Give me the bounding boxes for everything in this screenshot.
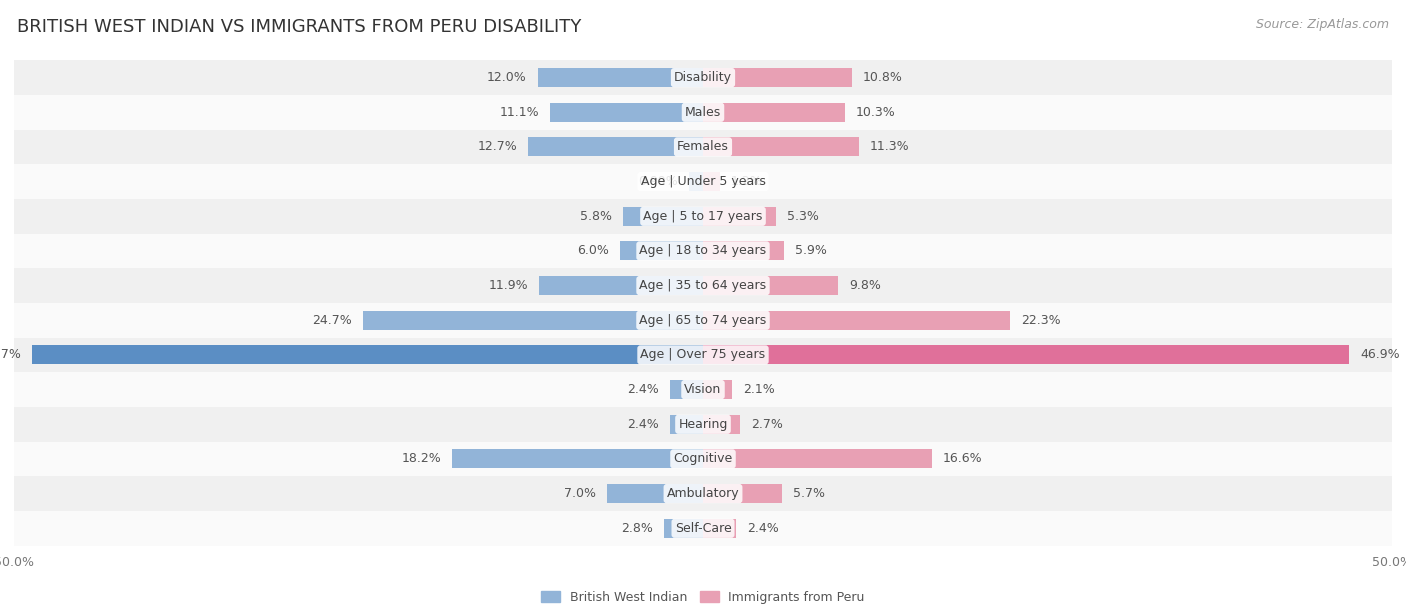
Bar	[703, 449, 932, 468]
Text: 46.9%: 46.9%	[1360, 348, 1400, 362]
Bar	[14, 303, 1392, 338]
Bar	[669, 380, 703, 399]
Text: Cognitive: Cognitive	[673, 452, 733, 466]
Bar	[703, 241, 785, 261]
Text: Source: ZipAtlas.com: Source: ZipAtlas.com	[1256, 18, 1389, 31]
Legend: British West Indian, Immigrants from Peru: British West Indian, Immigrants from Per…	[536, 586, 870, 609]
Text: Age | Under 5 years: Age | Under 5 years	[641, 175, 765, 188]
Bar	[703, 484, 782, 503]
Bar	[14, 407, 1392, 442]
Text: 11.3%: 11.3%	[870, 140, 910, 154]
Bar	[703, 276, 838, 295]
Text: Self-Care: Self-Care	[675, 522, 731, 535]
Text: 48.7%: 48.7%	[0, 348, 21, 362]
Text: 2.4%: 2.4%	[747, 522, 779, 535]
Bar	[620, 241, 703, 261]
Bar	[32, 345, 703, 365]
Text: 5.7%: 5.7%	[793, 487, 824, 500]
Bar	[453, 449, 703, 468]
Bar	[14, 338, 1392, 372]
Bar	[703, 103, 845, 122]
Text: 5.3%: 5.3%	[787, 210, 818, 223]
Text: 5.8%: 5.8%	[581, 210, 612, 223]
Bar	[606, 484, 703, 503]
Bar	[623, 207, 703, 226]
Bar	[703, 380, 733, 399]
Text: BRITISH WEST INDIAN VS IMMIGRANTS FROM PERU DISABILITY: BRITISH WEST INDIAN VS IMMIGRANTS FROM P…	[17, 18, 581, 36]
Bar	[14, 130, 1392, 164]
Text: Age | Over 75 years: Age | Over 75 years	[641, 348, 765, 362]
Text: 2.8%: 2.8%	[621, 522, 654, 535]
Text: 0.99%: 0.99%	[638, 175, 678, 188]
Bar	[14, 164, 1392, 199]
Text: 2.1%: 2.1%	[742, 383, 775, 396]
Text: Males: Males	[685, 106, 721, 119]
Text: Ambulatory: Ambulatory	[666, 487, 740, 500]
Text: 12.7%: 12.7%	[477, 140, 517, 154]
Text: 11.1%: 11.1%	[499, 106, 538, 119]
Text: 10.3%: 10.3%	[856, 106, 896, 119]
Bar	[538, 276, 703, 295]
Text: Females: Females	[678, 140, 728, 154]
Bar	[537, 68, 703, 87]
Bar	[14, 95, 1392, 130]
Bar	[689, 172, 703, 191]
Text: Age | 18 to 34 years: Age | 18 to 34 years	[640, 244, 766, 258]
Text: 1.2%: 1.2%	[731, 175, 762, 188]
Text: 2.4%: 2.4%	[627, 383, 659, 396]
Text: 9.8%: 9.8%	[849, 279, 882, 292]
Text: 18.2%: 18.2%	[402, 452, 441, 466]
Bar	[703, 172, 720, 191]
Bar	[14, 476, 1392, 511]
Bar	[14, 442, 1392, 476]
Bar	[363, 311, 703, 330]
Bar	[703, 138, 859, 157]
Text: 2.4%: 2.4%	[627, 418, 659, 431]
Text: 22.3%: 22.3%	[1021, 314, 1062, 327]
Text: 2.7%: 2.7%	[751, 418, 783, 431]
Bar	[703, 68, 852, 87]
Text: Disability: Disability	[673, 71, 733, 84]
Bar	[669, 415, 703, 434]
Bar	[703, 207, 776, 226]
Text: 24.7%: 24.7%	[312, 314, 352, 327]
Bar	[14, 511, 1392, 546]
Bar	[703, 519, 737, 538]
Text: 11.9%: 11.9%	[488, 279, 529, 292]
Text: 7.0%: 7.0%	[564, 487, 596, 500]
Text: Age | 65 to 74 years: Age | 65 to 74 years	[640, 314, 766, 327]
Bar	[14, 234, 1392, 268]
Text: Vision: Vision	[685, 383, 721, 396]
Text: 6.0%: 6.0%	[578, 244, 609, 258]
Bar	[550, 103, 703, 122]
Bar	[14, 372, 1392, 407]
Bar	[703, 345, 1350, 365]
Text: 10.8%: 10.8%	[863, 71, 903, 84]
Text: 16.6%: 16.6%	[943, 452, 983, 466]
Bar	[703, 311, 1011, 330]
Bar	[529, 138, 703, 157]
Text: 5.9%: 5.9%	[796, 244, 827, 258]
Text: Age | 35 to 64 years: Age | 35 to 64 years	[640, 279, 766, 292]
Bar	[665, 519, 703, 538]
Text: Age | 5 to 17 years: Age | 5 to 17 years	[644, 210, 762, 223]
Bar	[14, 199, 1392, 234]
Text: 12.0%: 12.0%	[486, 71, 527, 84]
Bar	[14, 268, 1392, 303]
Bar	[14, 60, 1392, 95]
Bar	[703, 415, 740, 434]
Text: Hearing: Hearing	[678, 418, 728, 431]
